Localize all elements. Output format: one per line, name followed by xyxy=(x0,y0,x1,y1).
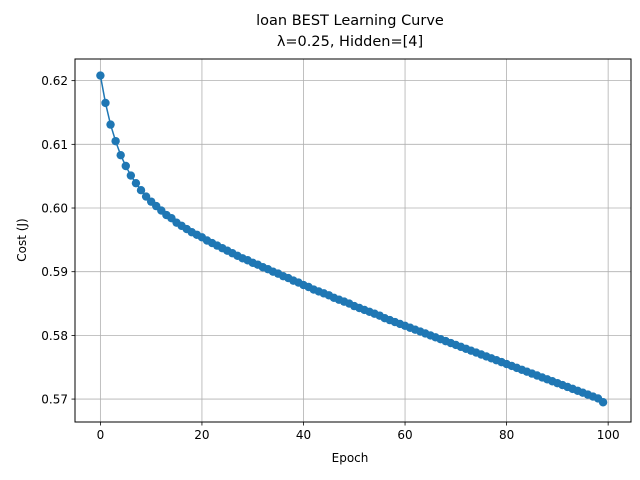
data-point xyxy=(131,178,141,188)
y-axis-label: Cost (J) xyxy=(15,218,29,261)
data-point xyxy=(598,398,608,407)
ticks: 0 20 40 60 80 100 0.57 0.58 0.59 0.60 0.61 0.62 xyxy=(41,74,619,442)
series-line xyxy=(96,71,608,407)
data-point xyxy=(96,71,105,80)
data-point xyxy=(106,120,115,129)
data-point xyxy=(136,185,146,195)
data-point xyxy=(101,98,110,108)
axes-frame xyxy=(74,58,632,423)
y-tick-label: 0.61 xyxy=(41,138,68,152)
x-tick-label: 20 xyxy=(194,428,209,442)
x-axis-label: Epoch xyxy=(332,451,369,465)
data-point xyxy=(121,161,130,171)
y-tick-label: 0.57 xyxy=(41,393,68,407)
chart-subtitle: λ=0.25, Hidden=[4] xyxy=(277,34,423,50)
data-point xyxy=(111,136,120,146)
data-point xyxy=(126,171,136,180)
y-tick-label: 0.60 xyxy=(41,202,68,216)
x-tick-label: 60 xyxy=(397,428,412,442)
y-tick-label: 0.59 xyxy=(41,265,68,279)
chart-title: loan BEST Learning Curve xyxy=(256,13,444,29)
x-tick-label: 80 xyxy=(499,428,514,442)
grid xyxy=(75,59,631,422)
x-tick-label: 100 xyxy=(597,428,620,442)
data-point xyxy=(116,150,125,160)
y-tick-label: 0.62 xyxy=(41,74,68,88)
x-tick-label: 40 xyxy=(296,428,311,442)
data-point xyxy=(141,192,151,201)
x-tick-label: 0 xyxy=(97,428,105,442)
y-tick-label: 0.58 xyxy=(41,329,68,343)
